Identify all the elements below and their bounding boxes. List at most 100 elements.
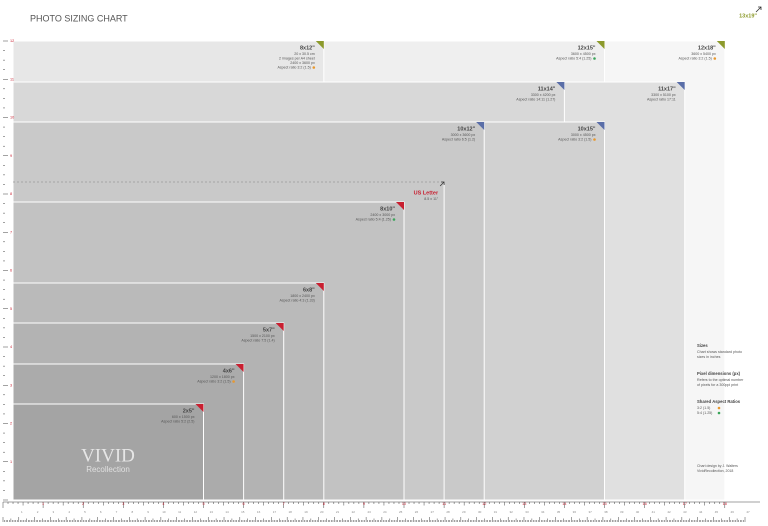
size-name: 8x10" (380, 206, 395, 212)
inch-label: 17 (683, 502, 687, 506)
size-detail: 2400 x 3000 px (370, 213, 395, 217)
ratio-dot (593, 138, 596, 141)
size-name: 10x15" (578, 126, 596, 132)
size-name: 6x8" (303, 287, 315, 293)
size-detail: 3600 x 4500 px (571, 52, 596, 56)
side-label: 3 (10, 383, 12, 387)
cm-label: 7 (116, 510, 118, 514)
ratio-dot (392, 218, 396, 221)
cm-label: 11 (178, 510, 181, 514)
legend-dot (717, 411, 721, 415)
inch-label: 18 (723, 502, 727, 506)
side-label: 7 (10, 230, 12, 234)
side-label: 2 (10, 422, 12, 426)
cm-label: 33 (525, 510, 529, 514)
inch-label: 3 (122, 502, 124, 506)
cm-label: 16 (257, 510, 261, 514)
cm-label: 45 (715, 510, 719, 514)
legend-dot (717, 406, 721, 410)
cm-label: 25 (399, 510, 403, 514)
corner-arrow (755, 6, 762, 13)
legend-text: 3:2 (1.5) (697, 406, 710, 410)
ruler-ticks (2, 40, 746, 522)
size-detail: Aspect ratio 5:4 (1.25) (356, 217, 391, 221)
logo-sub: Recollection (86, 465, 130, 474)
cm-label: 20 (320, 510, 324, 514)
side-label: 9 (10, 154, 12, 158)
size-detail: 3000 x 3600 px (451, 133, 476, 137)
cm-label: 44 (699, 510, 703, 514)
cm-label: 35 (557, 510, 561, 514)
size-detail: 600 x 1500 px (172, 415, 195, 419)
cm-label: 12 (194, 510, 198, 514)
cm-label: 38 (604, 510, 608, 514)
cm-label: 28 (446, 510, 450, 514)
side-label: 1 (10, 460, 12, 464)
corner-flag (235, 364, 244, 372)
cm-label: 36 (573, 510, 577, 514)
corner-flag (275, 323, 284, 331)
cm-label: 41 (652, 510, 656, 514)
size-detail: 3300 x 4200 px (531, 93, 556, 97)
size-name: 4x6" (223, 368, 235, 374)
ratio-dot (713, 57, 717, 60)
cm-label: 27 (431, 510, 435, 514)
cm-label: 8 (131, 510, 133, 514)
size-name: 10x12" (457, 126, 475, 132)
size-detail: 2400 x 3600 px (290, 61, 315, 65)
corner-flag (676, 82, 685, 90)
inch-label: 4 (162, 502, 164, 506)
cm-label: 22 (352, 510, 356, 514)
ratio-dot (593, 57, 596, 60)
cm-label: 5 (84, 510, 86, 514)
cm-label: 14 (225, 510, 229, 514)
corner-flag (716, 41, 725, 49)
size-detail: 1500 x 2100 px (250, 334, 275, 338)
cm-label: 9 (147, 510, 149, 514)
cm-label: 37 (588, 510, 592, 514)
size-detail: Aspect ratio 3:2 (1.5) (277, 65, 310, 69)
size-detail: Aspect ratio 6:5 (1.2) (442, 137, 475, 141)
legend-title: Sizes (697, 343, 708, 348)
size-name: 5x7" (263, 327, 275, 333)
size-box (12, 403, 204, 501)
side-label: 4 (10, 345, 12, 349)
credit: VividRecollection, 2018 (697, 469, 733, 473)
side-label: 11 (10, 77, 14, 81)
inch-label: 5 (202, 502, 204, 506)
cm-label: 34 (541, 510, 545, 514)
corner-flag (195, 404, 204, 412)
corner-flag (596, 41, 605, 49)
size-name: 11x14" (538, 86, 556, 92)
cm-label: 42 (667, 510, 671, 514)
cm-label: 19 (304, 510, 308, 514)
inch-label: 10 (402, 502, 406, 506)
size-detail: Aspect ratio 3:2 (1.5) (558, 137, 591, 141)
cm-label: 24 (383, 510, 387, 514)
cm-label: 31 (494, 510, 498, 514)
credit: Chart design by J. Walters (697, 464, 738, 468)
corner-flag (396, 202, 404, 210)
size-detail: Aspect ratio 17:11 (647, 97, 676, 101)
size-detail: Aspect ratio 3:2 (1.5) (678, 56, 711, 60)
corner-flag (556, 82, 565, 90)
corner-flag (596, 122, 605, 130)
corner-flag (315, 41, 324, 49)
letter-name: US Letter (414, 190, 439, 196)
cm-label: 1 (21, 510, 23, 514)
cm-label: 23 (367, 510, 371, 514)
inch-label: 13 (522, 502, 526, 506)
size-name: 8x12" (300, 45, 315, 51)
side-label: 6 (10, 269, 12, 273)
inch-label: 9 (363, 502, 365, 506)
title: PHOTO SIZING CHART (30, 13, 128, 23)
size-detail: Aspect ratio 3:2 (1.5) (197, 379, 230, 383)
cm-label: 32 (510, 510, 514, 514)
cm-label: 13 (210, 510, 214, 514)
corner-size: 13x19" (739, 13, 757, 19)
size-detail: 20 x 30.5 cm (294, 52, 315, 56)
legend-text: Chart shows standard photo (697, 350, 742, 354)
cm-label: 39 (620, 510, 624, 514)
cm-label: 15 (241, 510, 245, 514)
